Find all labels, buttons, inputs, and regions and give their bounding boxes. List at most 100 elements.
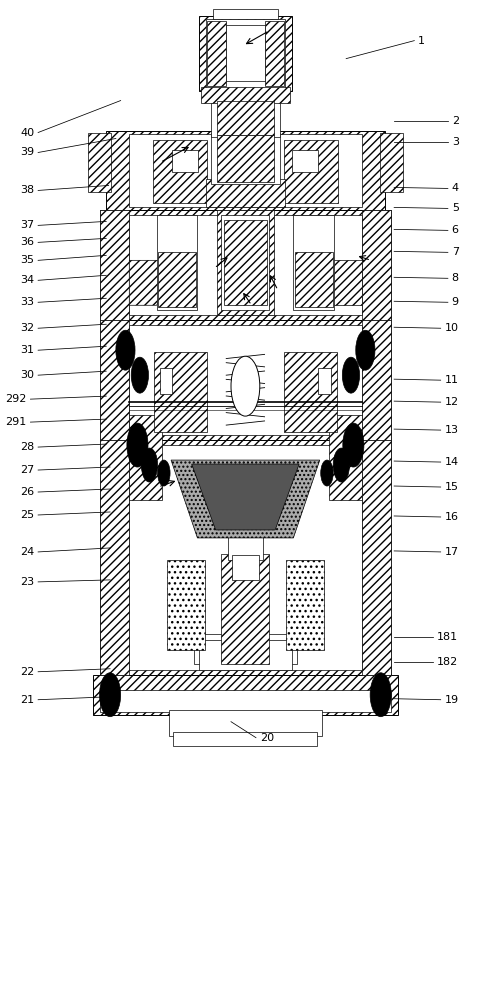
Bar <box>380 133 403 192</box>
Bar <box>194 634 297 664</box>
Text: 9: 9 <box>451 297 459 307</box>
Text: 10: 10 <box>445 323 458 333</box>
Text: 5: 5 <box>451 203 459 213</box>
Bar <box>160 368 173 394</box>
Text: 20: 20 <box>260 733 274 743</box>
Bar <box>211 133 280 184</box>
Text: 19: 19 <box>445 695 459 705</box>
Polygon shape <box>129 260 177 305</box>
Bar <box>100 320 129 440</box>
Bar <box>362 440 391 675</box>
Bar <box>129 325 362 435</box>
Text: 34: 34 <box>20 275 35 285</box>
Text: 181: 181 <box>437 632 458 642</box>
Text: 39: 39 <box>20 147 35 157</box>
Bar <box>153 140 207 203</box>
Text: 291: 291 <box>5 417 27 427</box>
Text: 8: 8 <box>451 273 459 283</box>
Bar <box>129 445 362 670</box>
Text: 182: 182 <box>437 657 459 667</box>
Text: 33: 33 <box>20 297 35 307</box>
Bar <box>199 640 292 670</box>
Circle shape <box>127 423 148 467</box>
Bar <box>129 134 362 207</box>
Text: 24: 24 <box>20 547 35 557</box>
Bar <box>129 215 362 315</box>
Circle shape <box>342 357 360 393</box>
Text: 28: 28 <box>20 442 35 452</box>
Text: 27: 27 <box>20 465 35 475</box>
Bar <box>174 732 317 746</box>
Text: 2: 2 <box>451 116 459 126</box>
Bar <box>154 352 207 432</box>
Bar <box>88 133 111 192</box>
Text: 40: 40 <box>20 128 35 138</box>
Bar <box>222 215 269 310</box>
Circle shape <box>321 460 333 486</box>
Bar <box>158 252 196 307</box>
Text: 38: 38 <box>20 185 35 195</box>
Bar <box>227 535 263 560</box>
Text: 4: 4 <box>451 183 459 193</box>
Circle shape <box>370 673 391 717</box>
Bar <box>362 320 391 440</box>
Bar <box>329 415 362 500</box>
Text: 37: 37 <box>20 220 35 230</box>
Bar <box>226 25 264 81</box>
Bar <box>169 710 322 736</box>
Bar <box>284 352 337 432</box>
Bar <box>156 215 197 310</box>
Text: 31: 31 <box>20 345 35 355</box>
Bar <box>100 690 391 712</box>
Text: 1: 1 <box>418 36 425 46</box>
Text: 292: 292 <box>5 394 27 404</box>
Bar <box>129 415 162 500</box>
Text: 11: 11 <box>445 375 458 385</box>
Polygon shape <box>313 260 362 305</box>
Bar <box>286 560 324 650</box>
Bar <box>318 368 331 394</box>
Text: 30: 30 <box>20 370 35 380</box>
Text: 26: 26 <box>20 487 35 497</box>
Bar <box>362 210 391 320</box>
Circle shape <box>116 330 135 370</box>
Text: 13: 13 <box>445 425 458 435</box>
Circle shape <box>343 423 364 467</box>
Polygon shape <box>191 464 299 530</box>
Text: 22: 22 <box>20 667 35 677</box>
Text: 6: 6 <box>451 225 459 235</box>
Bar <box>206 179 285 207</box>
Bar <box>206 19 285 88</box>
Text: 23: 23 <box>20 577 35 587</box>
Text: 16: 16 <box>445 512 458 522</box>
Bar <box>217 101 274 135</box>
Bar <box>100 440 391 675</box>
Bar <box>100 210 391 320</box>
Text: 25: 25 <box>20 510 35 520</box>
Circle shape <box>231 356 260 416</box>
Text: 15: 15 <box>445 482 458 492</box>
Bar <box>100 210 129 320</box>
Circle shape <box>100 673 121 717</box>
Circle shape <box>333 448 349 482</box>
Bar <box>93 675 398 715</box>
Polygon shape <box>171 460 320 538</box>
Text: 12: 12 <box>445 397 459 407</box>
Bar <box>295 252 333 307</box>
Bar <box>217 135 274 182</box>
Bar <box>100 440 129 675</box>
Text: 21: 21 <box>20 695 35 705</box>
Bar <box>232 555 259 580</box>
Text: 14: 14 <box>445 457 459 467</box>
Text: 3: 3 <box>451 137 459 147</box>
Bar <box>167 560 205 650</box>
Bar <box>222 554 269 664</box>
Bar <box>106 131 384 210</box>
Bar <box>217 210 274 315</box>
Bar <box>284 140 337 203</box>
Text: 36: 36 <box>20 237 35 247</box>
Text: 35: 35 <box>20 255 35 265</box>
Bar <box>100 320 391 440</box>
Bar <box>173 150 198 172</box>
Circle shape <box>141 448 157 482</box>
